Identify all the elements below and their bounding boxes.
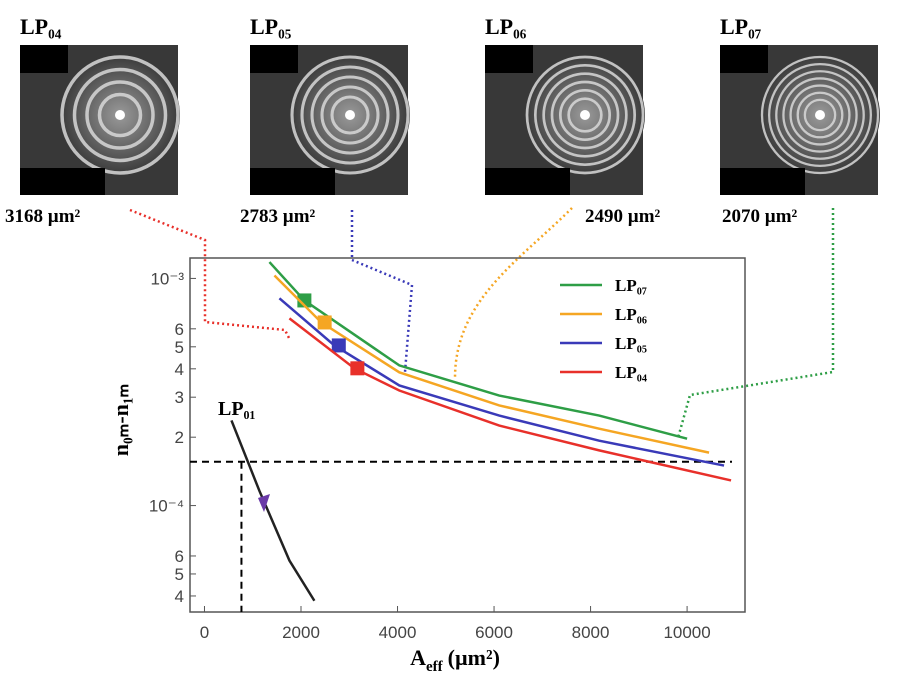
x-label-subscript: eff	[426, 659, 444, 675]
mode-ring	[567, 97, 603, 133]
mode-marker	[331, 338, 346, 353]
mode-core	[345, 110, 355, 120]
redaction	[250, 168, 335, 195]
mode-ring	[533, 63, 637, 167]
mode-label: LP₀₆	[485, 14, 527, 39]
x-tick-label: 8000	[572, 623, 610, 642]
mode-marker	[297, 293, 312, 308]
mode-label: LP₀₇	[720, 14, 762, 39]
y-tick-label: 5	[175, 565, 184, 584]
legend-label: LP₀₄	[615, 363, 647, 382]
redaction	[720, 168, 805, 195]
redaction	[20, 45, 68, 73]
mode-core	[580, 110, 590, 120]
mode-ring	[550, 80, 620, 150]
y-tick-label: 2	[175, 428, 184, 447]
x-tick-label: 6000	[475, 623, 513, 642]
plot: 0 2000 4000 6000 8000 1000010⁻³6543210⁻⁴654LP…	[149, 261, 732, 642]
mode-ring	[60, 55, 180, 175]
mode-ring	[290, 55, 410, 175]
mode-images: LP₀₄ 3168 µm² LP₀₅ 2783 µm² LP₀₆ 2490 µm² LP₀₇…	[5, 14, 880, 227]
y-tick-label: 10⁻³	[150, 269, 184, 288]
redaction	[485, 168, 570, 195]
connector	[350, 210, 414, 373]
mode-ring	[85, 80, 155, 150]
mode-ring	[803, 98, 837, 132]
series-line	[273, 274, 710, 454]
mode-area: 3168 µm²	[5, 206, 81, 227]
y-tick-label: 3	[175, 388, 184, 407]
mode-core	[115, 110, 125, 120]
mode-ring	[558, 88, 612, 142]
legend-label: LP₀₅	[615, 334, 647, 353]
mode-ring	[775, 70, 865, 160]
connectors	[129, 207, 835, 439]
mode-ring	[97, 92, 143, 138]
legend-label: LP₀₇	[615, 276, 647, 295]
mode-ring	[525, 55, 645, 175]
y-tick-label: 6	[175, 320, 184, 339]
redaction	[250, 45, 298, 73]
x-tick-label: 2000	[282, 623, 320, 642]
mode-marker	[350, 361, 365, 376]
series-line	[230, 419, 316, 602]
connector	[129, 208, 292, 341]
y-tick-label: 4	[175, 587, 184, 606]
redaction	[485, 45, 533, 73]
x-tick-label: 10000	[663, 623, 710, 642]
y-tick-label: 4	[175, 360, 184, 379]
mode-label: LP₀₅	[250, 14, 292, 39]
redaction	[720, 45, 768, 73]
mode-ring	[300, 65, 400, 165]
y-axis-label: n₀ₘ-n₁ₘ	[108, 384, 133, 456]
y-tick-label: 10⁻⁴	[149, 497, 184, 516]
x-axis-label: Aeff (µm²)	[410, 645, 500, 675]
redaction	[20, 168, 105, 195]
mode-ring	[796, 91, 844, 139]
legend-label: LP₀₆	[615, 305, 647, 324]
mode-label: LP₀₄	[20, 14, 62, 39]
connector	[453, 207, 573, 379]
mode-core	[815, 110, 825, 120]
x-tick-label: 0	[200, 623, 209, 642]
mode-ring	[542, 72, 628, 158]
mode-ring	[782, 77, 858, 153]
mode-marker	[317, 315, 332, 330]
mode-ring	[330, 95, 370, 135]
mode-ring	[72, 67, 168, 163]
mode-ring	[767, 62, 873, 168]
plot-frame	[189, 257, 746, 613]
mode-ring	[789, 84, 851, 146]
y-tick-label: 5	[175, 338, 184, 357]
series-annotation: LP₀₁	[218, 398, 256, 420]
mode-ring	[320, 85, 380, 145]
mode-area: 2783 µm²	[240, 206, 316, 227]
x-tick-label: 4000	[379, 623, 417, 642]
x-label-unit: (µm²)	[448, 645, 500, 670]
y-tick-label: 6	[175, 547, 184, 566]
series-line	[278, 297, 725, 467]
direction-arrow	[258, 494, 270, 512]
mode-area: 2070 µm²	[722, 206, 798, 227]
mode-area: 2490 µm²	[585, 206, 661, 227]
connector	[676, 208, 835, 439]
mode-ring	[310, 75, 390, 155]
mode-ring	[760, 55, 880, 175]
x-label-symbol: A	[410, 645, 426, 670]
series-line	[288, 317, 732, 482]
